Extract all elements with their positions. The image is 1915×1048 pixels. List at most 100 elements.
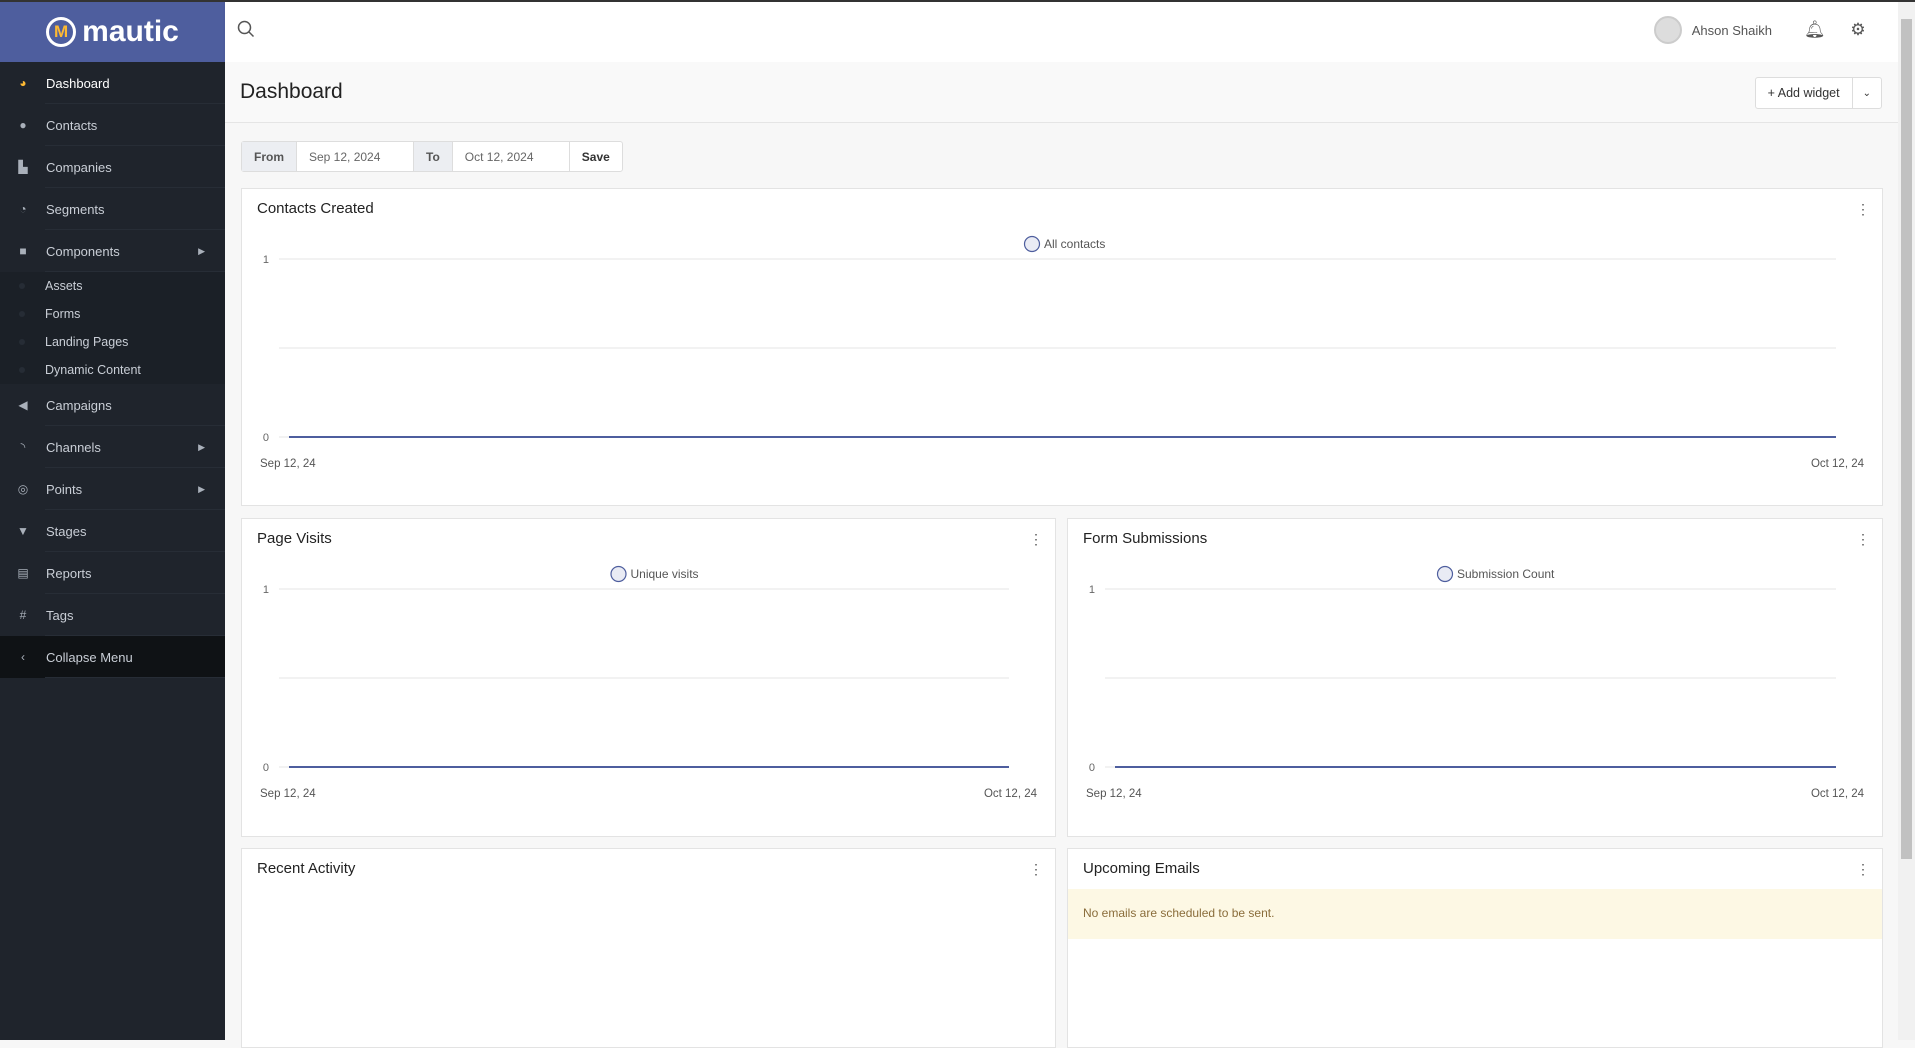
- y-tick-label: 1: [1089, 584, 1095, 596]
- recent-activity-widget: Recent Activity ⋮: [241, 848, 1056, 1048]
- x-tick-label: Oct 12, 24: [1811, 458, 1865, 470]
- form-submissions-widget: Form Submissions ⋮ 0 1 Sep 12, 24 Oct 12, 24 S…: [1067, 518, 1883, 837]
- legend-label: All contacts: [1044, 237, 1105, 251]
- sidebar-item-label: Dashboard: [46, 75, 110, 91]
- legend-marker: [1023, 235, 1041, 253]
- sidebar-item-contacts[interactable]: ● Contacts: [0, 104, 225, 146]
- page-header: Dashboard + Add widget ⌄: [225, 62, 1898, 123]
- x-tick-label: Sep 12, 24: [260, 788, 316, 800]
- y-tick-label: 0: [263, 432, 269, 444]
- sidebar-item-label: Campaigns: [46, 397, 112, 413]
- x-tick-label: Sep 12, 24: [1086, 788, 1142, 800]
- gear-icon[interactable]: ⚙: [1850, 20, 1866, 39]
- sidebar-item-reports[interactable]: ▤ Reports: [0, 552, 225, 594]
- more-options-icon[interactable]: ⋮: [1856, 201, 1870, 217]
- more-options-icon[interactable]: ⋮: [1856, 861, 1870, 877]
- sidebar-item-label: Segments: [46, 201, 105, 217]
- to-date-input[interactable]: [451, 142, 570, 171]
- page-visits-widget: Page Visits ⋮ 0 1 Sep 12, 24 Oct 12, 24 Unique…: [241, 518, 1056, 837]
- report-icon: ▤: [17, 566, 29, 580]
- sidebar-item-label: Components: [46, 243, 120, 259]
- legend-marker: [610, 565, 627, 583]
- pie-chart-icon: ◔: [19, 202, 27, 216]
- page-title: Dashboard: [240, 80, 343, 103]
- widget-title: Form Submissions: [1083, 530, 1208, 547]
- collapse-menu-button[interactable]: ‹ Collapse Menu: [0, 636, 225, 678]
- scrollbar-thumb[interactable]: [1901, 19, 1912, 859]
- y-tick-label: 1: [263, 584, 269, 596]
- sidebar-item-label: Channels: [46, 439, 101, 455]
- user-icon: ●: [19, 118, 27, 132]
- save-button[interactable]: Save: [581, 149, 610, 164]
- caret-right-icon: ▶: [198, 483, 205, 494]
- widget-title: Page Visits: [257, 530, 332, 547]
- chart: 0 1 Sep 12, 24 Oct 12, 24 All contacts: [260, 235, 1865, 470]
- sidebar-item-tags[interactable]: # Tags: [0, 594, 225, 636]
- dashboard-icon: ◕: [19, 76, 27, 90]
- sidebar-subitem-landing-pages[interactable]: Landing Pages: [0, 328, 225, 356]
- sidebar-item-label: Contacts: [46, 117, 98, 133]
- sidebar-item-label: Tags: [46, 607, 74, 623]
- logo-text: mautic: [82, 15, 179, 48]
- window-top-border: [0, 0, 1915, 2]
- mautic-logo-icon: M: [46, 17, 77, 47]
- x-tick-label: Sep 12, 24: [260, 458, 316, 470]
- search-icon[interactable]: [237, 20, 255, 38]
- hash-icon: #: [19, 608, 27, 622]
- add-widget-group: + Add widget ⌄: [1754, 77, 1882, 109]
- to-label: To: [414, 142, 452, 171]
- sidebar-item-points[interactable]: ◎ Points ▶: [0, 468, 225, 510]
- collapse-menu-label: Collapse Menu: [46, 649, 133, 665]
- sidebar-item-campaigns[interactable]: ◀ Campaigns: [0, 384, 225, 426]
- contacts-created-widget: Contacts Created ⋮ 0 1 Sep 12, 24 Oct 12, 24 A…: [241, 188, 1883, 506]
- building-icon: ▙: [18, 160, 28, 174]
- sidebar-item-label: Companies: [46, 159, 112, 175]
- sidebar-item-stages[interactable]: ▼ Stages: [0, 510, 225, 552]
- sidebar-item-channels[interactable]: ◝ Channels ▶: [0, 426, 225, 468]
- legend-label: Unique visits: [631, 567, 699, 581]
- top-header: Ahson Shaikh 🔔︎ ⚙: [225, 2, 1898, 62]
- sidebar-item-companies[interactable]: ▙ Companies: [0, 146, 225, 188]
- user-name[interactable]: Ahson Shaikh: [1691, 22, 1772, 38]
- caret-right-icon: ▶: [198, 441, 205, 452]
- chevron-left-icon: ‹: [21, 650, 25, 664]
- x-tick-label: Oct 12, 24: [1811, 788, 1865, 800]
- sidebar-item-label: Stages: [46, 523, 87, 539]
- more-options-icon[interactable]: ⋮: [1029, 531, 1043, 547]
- puzzle-icon: ■: [19, 244, 27, 258]
- x-tick-label: Oct 12, 24: [984, 788, 1038, 800]
- sidebar-item-dashboard[interactable]: ◕ Dashboard: [0, 62, 225, 104]
- widget-title: Upcoming Emails: [1083, 860, 1200, 877]
- legend-marker: [1436, 565, 1454, 583]
- date-range-form: From To Save: [241, 141, 623, 172]
- more-options-icon[interactable]: ⋮: [1856, 531, 1870, 547]
- sidebar-item-label: Points: [46, 481, 83, 497]
- legend-label: Submission Count: [1457, 567, 1555, 581]
- sidebar-subitem-dynamic-content[interactable]: Dynamic Content: [0, 356, 225, 384]
- add-widget-button[interactable]: + Add widget: [1767, 86, 1840, 100]
- chart: 0 1 Sep 12, 24 Oct 12, 24 Unique visits: [260, 565, 1038, 800]
- from-label: From: [242, 142, 296, 171]
- sidebar-subitem-forms[interactable]: Forms: [0, 300, 225, 328]
- bell-icon[interactable]: 🔔︎: [1804, 20, 1826, 39]
- from-date-input[interactable]: [296, 142, 414, 171]
- page-scrollbar[interactable]: [1898, 2, 1915, 1040]
- sidebar-nav: ◕ Dashboard ● Contacts ▙ Companies ◔ Segments ■ C…: [0, 62, 225, 678]
- rss-icon: ◝: [20, 440, 26, 454]
- y-tick-label: 0: [263, 762, 269, 774]
- widget-title: Contacts Created: [257, 200, 374, 217]
- caret-right-icon: ▶: [198, 245, 205, 256]
- sidebar-subitem-assets[interactable]: Assets: [0, 272, 225, 300]
- sidebar-item-components[interactable]: ■ Components ▶: [0, 230, 225, 272]
- y-tick-label: 1: [263, 254, 269, 266]
- upcoming-emails-widget: Upcoming Emails ⋮ No emails are schedule…: [1067, 848, 1883, 1048]
- avatar[interactable]: [1653, 16, 1682, 44]
- more-options-icon[interactable]: ⋮: [1029, 861, 1043, 877]
- sidebar-item-segments[interactable]: ◔ Segments: [0, 188, 225, 230]
- filter-icon: ▼: [17, 524, 29, 538]
- sidebar-item-label: Reports: [46, 565, 92, 581]
- chevron-down-icon[interactable]: ⌄: [1851, 78, 1881, 108]
- no-emails-notice: No emails are scheduled to be sent.: [1068, 889, 1882, 939]
